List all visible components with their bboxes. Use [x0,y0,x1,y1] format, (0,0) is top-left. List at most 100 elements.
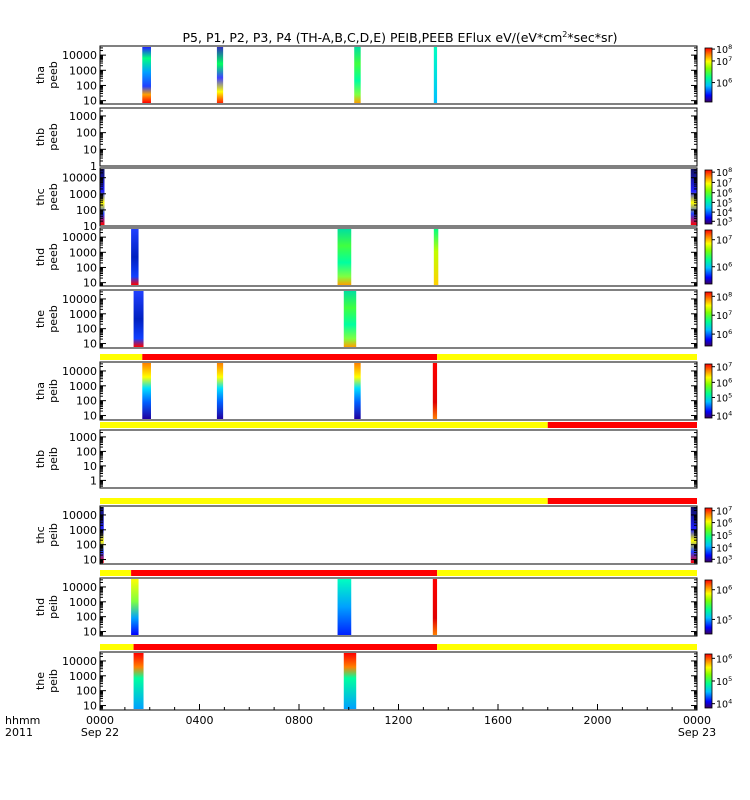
y-axis-label-probe: tha [34,66,47,84]
mode-bar-segment [131,570,438,576]
colorbar-label: 105 [716,529,732,542]
panel-thd-peib: 10 100 1000 10000 thd peib 105 106 [34,570,732,639]
colorbar [704,363,713,419]
x-tick-date-label: Sep 22 [81,726,119,739]
y-tick-label: 1000 [69,431,97,444]
spectrogram-burst [142,47,151,103]
x-tick-label: 0000 [86,714,114,727]
spectrogram-burst [131,229,139,285]
colorbar [704,47,713,103]
y-axis-label-probe: tha [34,382,47,400]
panel-frame [99,45,698,105]
y-tick-label: 100 [76,79,97,92]
y-axis-label-product: peib [47,595,60,619]
mode-bar-segment [547,422,697,428]
spectrogram-burst [100,507,104,563]
spectrogram-burst [337,229,352,285]
y-tick-label: 10000 [62,49,97,62]
y-axis-label-product: peeb [47,183,60,211]
y-tick-label: 1000 [69,308,97,321]
x-tick-label: 0000 [683,714,711,727]
colorbar-label: 106 [716,187,732,200]
y-tick-label: 1000 [69,596,97,609]
spectrogram-burst [133,291,144,347]
spectrogram-burst [131,579,139,635]
y-tick-label: 100 [76,323,97,336]
y-tick-label: 10 [83,554,97,567]
y-axis-label-probe: thb [34,450,47,468]
y-tick-label: 100 [76,127,97,140]
y-tick-label: 10000 [62,293,97,306]
colorbar-label: 106 [716,328,732,341]
colorbar-label: 106 [716,517,732,530]
y-axis-label-product: peeb [47,243,60,271]
colorbar-label: 108 [716,166,732,179]
y-tick-label: 1 [90,474,97,487]
y-tick-label: 1000 [69,524,97,537]
y-tick-label: 1000 [69,246,97,259]
colorbar-label: 105 [716,675,732,688]
colorbar-label: 106 [716,376,732,389]
mode-bar-segment [133,644,438,650]
y-tick-label: 1000 [69,188,97,201]
spectrogram-burst [690,169,697,225]
colorbar-label: 106 [716,261,732,274]
colorbar-label: 107 [716,309,732,322]
panel-frame [99,505,698,565]
colorbar-label: 105 [716,613,732,626]
mode-bar-segment [100,644,134,650]
colorbar [704,653,713,709]
spectrogram-burst [432,579,438,635]
spectrogram-burst [343,291,357,347]
y-tick-label: 10000 [62,231,97,244]
colorbar-label: 108 [716,290,732,303]
mode-bar-segment [100,422,548,428]
y-axis-label-probe: thd [34,248,47,266]
mode-bar-segment [100,354,143,360]
x-tick-label: 2000 [584,714,612,727]
y-tick-label: 1 [90,160,97,173]
y-axis-label-probe: thc [34,526,47,543]
panel-the-peib: 10 100 1000 10000 the peib 104 105 106 [34,644,732,713]
colorbar [704,169,713,225]
panel-frame [99,167,698,227]
y-tick-label: 10000 [62,365,97,378]
y-tick-label: 1000 [69,380,97,393]
x-tick-label: 1600 [484,714,512,727]
colorbar-label: 107 [716,55,732,68]
panel-tha-peib: 10 100 1000 10000 tha peib 104 105 106 107 [34,354,732,423]
y-axis-label-product: peib [47,447,60,471]
colorbar-label: 108 [716,43,732,56]
spectrogram-burst [133,653,144,709]
y-axis-label-product: peib [47,523,60,547]
y-tick-label: 10 [83,95,97,108]
colorbar-label: 105 [716,391,732,404]
x-tick-label: 0400 [186,714,214,727]
x-tick-label: 0800 [285,714,313,727]
y-tick-label: 1000 [69,64,97,77]
colorbar [704,507,713,563]
spectrogram-burst [433,47,438,103]
mode-bar-segment [437,354,697,360]
y-tick-label: 10 [83,220,97,233]
spectrogram-burst [337,579,352,635]
panel-thb-peeb: 1 10 100 1000 thb peeb [34,107,698,173]
panel-frame [99,227,698,287]
y-tick-label: 10 [83,700,97,713]
mode-bar-segment [100,498,548,504]
y-axis-label-product: peib [47,379,60,403]
y-tick-label: 100 [76,204,97,217]
y-axis-label-probe: thc [34,188,47,205]
mode-bar-segment [437,644,697,650]
x-tick-date-label: Sep 23 [678,726,716,739]
colorbar-label: 106 [716,584,732,597]
colorbar-label: 107 [716,505,732,518]
colorbar-label: 104 [716,698,732,711]
y-tick-label: 10 [83,460,97,473]
colorbar-label: 105 [716,196,732,209]
colorbar-label: 107 [716,361,732,374]
colorbar [704,291,713,347]
